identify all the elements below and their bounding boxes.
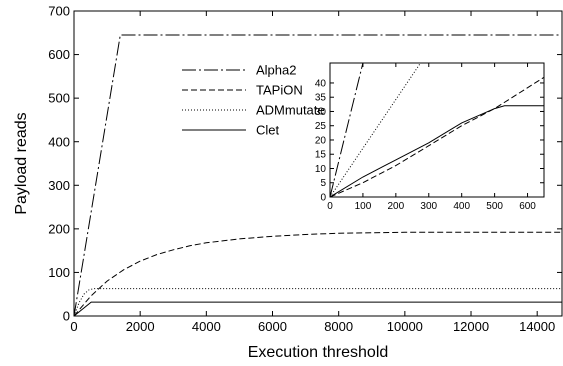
main-frame [73,10,563,317]
main-y-tick-label: 700 [48,4,70,19]
inset-y-tick-label: 30 [315,107,327,118]
main-y-tick-label: 600 [48,47,70,62]
legend-item-admmutate: ADMmutate [182,103,325,118]
inset-x-tick-label: 600 [519,201,536,212]
inset-background [330,63,544,197]
main-plot: 0 2000 4000 6000 8000 10000 12000 1400001002003… [13,4,563,361]
inset-x-tick-label: 200 [388,201,405,212]
inset-y-tick-label: 20 [315,135,327,146]
legend-label-clet: Clet [256,123,280,138]
inset-y-tick-label: 5 [320,178,326,189]
inset-y-tick-label: 35 [315,93,327,104]
inset-x-tick-label: 0 [327,201,333,212]
main-x-tick-label: 2000 [126,319,155,334]
x-axis-label: Execution threshold [248,344,389,361]
legend-item-clet: Clet [182,123,280,138]
main-x-tick-label: 4000 [192,319,221,334]
inset-series-tapion [330,76,544,197]
y-axis-label: Payload reads [13,112,30,214]
main-x-tick-label: 6000 [258,319,287,334]
legend-item-tapion: TAPiON [182,83,303,98]
legend-label-tapion: TAPiON [256,83,303,98]
main-series-alpha2 [74,34,562,316]
main-x-tick-label: 12000 [453,319,489,334]
main-y-tick-label: 300 [48,178,70,193]
main-x-tick-label: 14000 [519,319,555,334]
main-y-tick-label: 0 [63,309,70,324]
inset-y-tick-label: 10 [315,164,327,175]
inset-y-tick-label: 0 [320,193,326,204]
main-y-tick-label: 100 [48,265,70,280]
main-y-tick-label: 400 [48,134,70,149]
legend-label-alpha2: Alpha2 [256,63,296,78]
inset-series-alpha2 [330,63,364,197]
legend-item-alpha2: Alpha2 [182,63,296,78]
inset-y-tick-label: 15 [315,150,327,161]
inset-x-tick-label: 400 [453,201,470,212]
inset-x-tick-label: 300 [420,201,437,212]
legend: Alpha2 TAPiON ADMmutate Clet [182,63,325,138]
inset-frame [329,62,545,198]
main-series-tapion [74,231,562,316]
main-x-tick-label: 0 [70,319,77,334]
legend-label-admmutate: ADMmutate [256,103,325,118]
inset-x-tick-label: 100 [355,201,372,212]
main-series-admmutate [74,288,562,316]
inset-x-tick-label: 500 [486,201,503,212]
main-x-tick-label: 10000 [387,319,423,334]
inset-y-tick-label: 25 [315,121,327,132]
main-x-tick-label: 8000 [324,319,353,334]
main-y-tick-label: 200 [48,221,70,236]
inset-y-tick-label: 40 [315,78,327,89]
inset-series-clet [330,105,544,197]
main-y-tick-label: 500 [48,91,70,106]
main-series-clet [74,301,562,316]
inset-plot: 0 100 200 300 400 500 600 0 5 10 15 20 25 30 35 40 [315,62,545,212]
